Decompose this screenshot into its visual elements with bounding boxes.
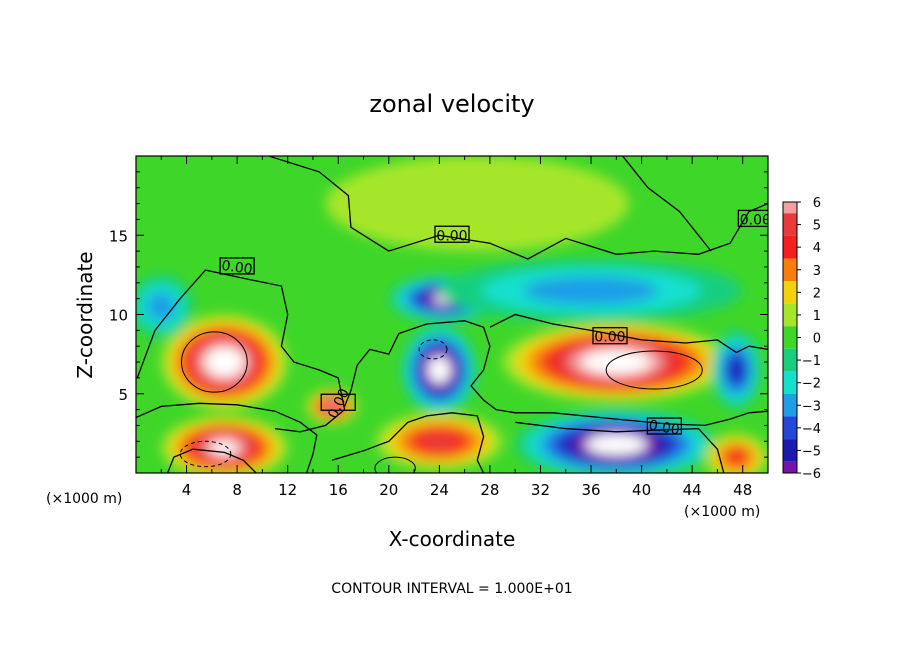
colorbar-swatch	[783, 348, 797, 372]
colorbar: 6 5 4 3 2 1 0 −1 −2 −3 −4 −5 −6	[782, 196, 821, 482]
contour-label-bg-2	[592, 327, 628, 345]
contour-label-bg-1	[434, 225, 470, 243]
heatmap-field: 0.000.000.000.000.000.00	[136, 156, 771, 473]
colorbar-label: 3	[813, 264, 821, 279]
x-tick-label: 12	[278, 481, 297, 499]
inner-contour-2	[418, 339, 448, 360]
heatmap-region-11-level-3	[147, 292, 176, 321]
colorbar-swatch	[783, 461, 797, 473]
colorbar-swatch	[783, 303, 797, 327]
colorbar-label: 2	[813, 286, 821, 301]
x-tick-label: 44	[683, 481, 702, 499]
x-tick-label: 40	[632, 481, 651, 499]
x-tick-label: 16	[329, 481, 348, 499]
contour-label: 0.00	[647, 417, 680, 438]
heatmap-region-5-level-5	[421, 433, 458, 450]
x-tick-label: 4	[182, 481, 192, 499]
inner-contour-3	[179, 440, 232, 468]
contour-label: 0.00	[220, 258, 253, 278]
contour-label-bg-0	[219, 257, 255, 275]
x-axis: 4 8 12 16 20 24 28 32 36 40 44 48	[160, 156, 752, 499]
colorbar-swatch	[783, 281, 797, 304]
zero-contour-7	[515, 421, 725, 473]
colorbar-label: 0	[813, 332, 821, 347]
y-tick-label: 5	[118, 386, 128, 404]
heatmap-region-10-level-3	[523, 276, 659, 305]
y-tick-label: 10	[109, 307, 128, 325]
y-axis-label: Z-coordinate	[73, 251, 97, 378]
heatmap-region-2-level-7	[211, 440, 238, 455]
colorbar-swatch	[783, 258, 797, 282]
contour-label: 0.00	[436, 228, 467, 244]
colorbar-label: 6	[813, 196, 821, 211]
heatmap-region-12-level-1	[325, 156, 629, 252]
heatmap-region-3-level-8	[432, 361, 447, 379]
x-tick-label: 36	[581, 481, 600, 499]
heatmap-region-7-level-8	[597, 437, 636, 451]
colorbar-swatch	[783, 393, 797, 417]
contour-label-bg-3	[646, 417, 683, 435]
y-tick-label: 15	[109, 227, 128, 245]
colorbar-label: −2	[802, 377, 821, 392]
colorbar-swatch	[783, 416, 797, 440]
x-tick-label: 24	[430, 481, 449, 499]
y-axis: 5 10 15	[109, 171, 768, 458]
contour-label-bg-5	[737, 209, 768, 228]
colorbar-swatch	[783, 439, 797, 462]
colorbar-label: −6	[802, 467, 821, 482]
zero-contour-1	[268, 156, 768, 260]
colorbar-label: 1	[813, 309, 821, 324]
contour-label: 0.00	[740, 212, 771, 228]
inner-contour-0	[181, 331, 248, 393]
zero-contour-6	[331, 412, 485, 473]
heatmap-region-1-level-6	[325, 402, 339, 411]
inner-contour-4	[374, 456, 416, 473]
x-unit-left: (×1000 m)	[46, 491, 122, 507]
heatmap-region-8-level-5	[729, 358, 744, 382]
colorbar-swatch	[783, 213, 797, 236]
colorbar-label: −4	[802, 422, 821, 437]
zero-contour-0	[136, 269, 346, 433]
x-unit-right: (×1000 m)	[684, 504, 760, 520]
x-tick-label: 28	[480, 481, 499, 499]
colorbar-swatch	[783, 235, 797, 259]
zero-contour-3	[343, 320, 768, 427]
x-tick-label: 32	[531, 481, 550, 499]
heatmap-region-6-level-8	[595, 354, 638, 370]
colorbar-label: 4	[813, 241, 821, 256]
colorbar-swatch	[783, 371, 797, 394]
heatmap-region-9-level-4	[725, 448, 748, 466]
inner-contour-1	[605, 350, 703, 390]
colorbar-label: −3	[802, 399, 821, 414]
x-tick-label: 8	[232, 481, 242, 499]
colorbar-swatch	[783, 326, 797, 349]
x-axis-label: X-coordinate	[389, 527, 516, 551]
colorbar-label: 5	[813, 219, 821, 234]
contour-label: 0.00	[594, 330, 625, 346]
colorbar-swatch	[783, 202, 797, 214]
zero-contour-4	[489, 313, 768, 354]
colorbar-label: −1	[802, 354, 821, 369]
heatmap-region-0-level-8	[212, 353, 237, 371]
zero-contour-2	[622, 156, 712, 252]
zero-contour-8	[166, 448, 257, 473]
x-tick-label: 20	[379, 481, 398, 499]
contour-label-bg-4	[320, 393, 356, 411]
contour-interval-note: CONTOUR INTERVAL = 1.000E+01	[331, 581, 572, 597]
zero-contour-5	[136, 402, 318, 473]
colorbar-label: −5	[802, 444, 821, 459]
x-tick-label: 48	[733, 481, 752, 499]
chart-title: zonal velocity	[369, 90, 534, 118]
